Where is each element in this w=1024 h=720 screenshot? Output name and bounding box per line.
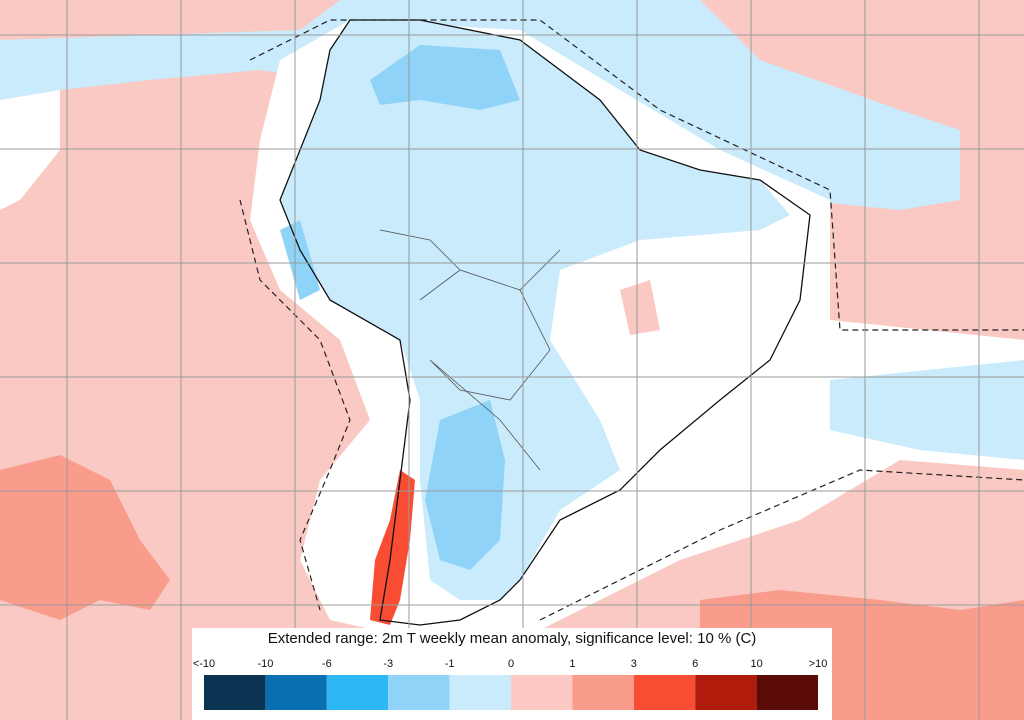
legend-label: >10 [809, 658, 828, 670]
legend-swatch [756, 675, 818, 710]
legend-swatch [388, 675, 450, 710]
legend-label: -10 [257, 658, 273, 670]
legend-swatch [326, 675, 389, 710]
legend-label: <-10 [193, 658, 215, 670]
legend-label: -3 [383, 658, 393, 670]
warm-region [0, 455, 170, 620]
warm-region [620, 280, 660, 335]
cool-region [280, 220, 320, 300]
legend-swatch [204, 675, 266, 710]
legend-swatch [572, 675, 634, 710]
warm-region [370, 470, 415, 625]
coastline [279, 19, 811, 626]
cool-region [830, 360, 1024, 460]
legend: Extended range: 2m T weekly mean anomaly… [192, 628, 832, 720]
cool-region [425, 400, 505, 570]
contour [239, 19, 1024, 621]
legend-title: Extended range: 2m T weekly mean anomaly… [268, 630, 757, 647]
legend-swatch [449, 675, 511, 710]
legend-swatch [265, 675, 327, 710]
legend-label: -1 [445, 658, 455, 670]
neutral-region [0, 90, 60, 210]
cool-region [280, 20, 790, 600]
legend-label: 3 [631, 658, 637, 670]
legend-label: 1 [569, 658, 575, 670]
border [379, 229, 561, 471]
legend-swatch [695, 675, 757, 710]
legend-label: 6 [692, 658, 698, 670]
legend-label: 0 [508, 658, 514, 670]
legend-swatch [511, 675, 573, 710]
legend-label: 10 [750, 658, 762, 670]
legend-label: -6 [322, 658, 332, 670]
cool-region [370, 45, 520, 110]
legend-swatch [633, 675, 696, 710]
